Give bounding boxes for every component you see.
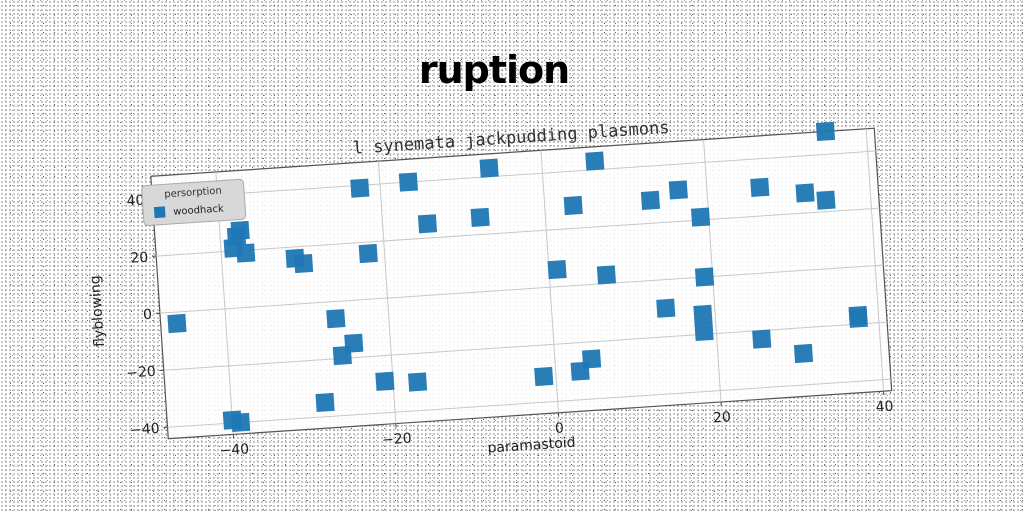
data-point (231, 412, 251, 432)
data-point (236, 243, 256, 263)
data-point (815, 121, 836, 142)
y-grid-line (156, 207, 880, 257)
legend-title: persorption (164, 186, 222, 201)
data-point (563, 195, 583, 216)
data-point (693, 304, 713, 324)
data-point (547, 260, 567, 280)
data-point (793, 343, 814, 364)
data-point (344, 333, 364, 353)
data-point (167, 313, 187, 334)
data-point (795, 183, 815, 203)
x-tick-label: −20 (382, 431, 413, 449)
x-axis-label: paramastoid (487, 435, 576, 457)
data-point (326, 309, 346, 329)
data-point (640, 190, 661, 210)
y-grid-line (152, 150, 876, 200)
data-point (585, 151, 605, 171)
data-point (596, 265, 616, 285)
x-grid-line (540, 150, 559, 413)
data-point (230, 220, 250, 241)
data-point (848, 305, 868, 326)
y-grid-line (159, 264, 884, 314)
legend: persorption woodhack (141, 178, 247, 227)
data-point (694, 267, 715, 287)
legend-entry-label: woodhack (173, 203, 224, 217)
data-point (417, 214, 438, 234)
data-point (408, 372, 428, 392)
data-point (375, 371, 395, 391)
data-point (750, 177, 770, 197)
data-point (358, 243, 378, 264)
y-tick-label: 0 (143, 307, 153, 324)
data-point (479, 158, 499, 178)
data-point (350, 178, 370, 198)
data-point (656, 298, 676, 318)
data-point (816, 190, 836, 210)
y-tick-label: 40 (126, 193, 145, 210)
data-point (470, 207, 490, 227)
data-point (690, 207, 711, 227)
x-grid-line (865, 128, 885, 392)
legend-box (141, 178, 247, 227)
y-tick-label: −20 (126, 364, 157, 382)
y-tick-label: 20 (130, 250, 149, 267)
y-grid-line (167, 378, 891, 428)
legend-marker (153, 206, 166, 219)
x-tick-label: −40 (219, 441, 250, 459)
data-point (534, 366, 554, 387)
data-point (398, 172, 418, 192)
data-points (167, 121, 868, 432)
x-tick-label: 0 (555, 420, 565, 437)
y-tick-label: −40 (130, 421, 161, 439)
data-point (668, 180, 688, 200)
y-axis-label: flyblowing (87, 275, 108, 347)
data-point (294, 253, 314, 274)
x-tick-label: 40 (875, 399, 894, 416)
data-point (694, 321, 714, 342)
x-tick-label: 20 (713, 409, 732, 426)
data-point (315, 392, 335, 413)
figure-suptitle: ruption (418, 48, 570, 92)
axis-ticks: −40 −20 0 20 40 −40 −20 0 20 40 (126, 193, 894, 460)
data-point (752, 329, 772, 349)
data-point (582, 349, 602, 369)
